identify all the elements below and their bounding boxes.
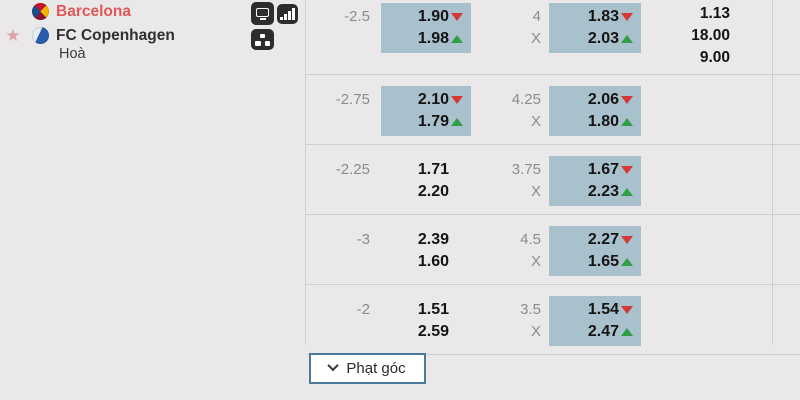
total-value: 4.5: [520, 231, 541, 248]
ou-odds-cell: 1.83 2.03: [549, 3, 641, 53]
handicap-value: -2: [356, 301, 370, 318]
live-tv-button[interactable]: [251, 2, 274, 25]
odds-trend-icon: [619, 251, 633, 273]
odds-price[interactable]: 1.79: [381, 111, 463, 133]
away-team-crest-icon: [32, 27, 49, 44]
home-team-crest-icon: [32, 3, 49, 20]
odds-trend-icon: [449, 111, 463, 133]
corner-market-button[interactable]: Phạt góc: [309, 353, 426, 384]
odds-trend-icon: [449, 229, 463, 251]
stats-button[interactable]: [277, 4, 298, 24]
table-right-divider: [772, 0, 773, 345]
odds-price[interactable]: 2.06: [549, 89, 633, 111]
ou-odds-cell: 2.06 1.80: [549, 86, 641, 136]
home-team-name: Barcelona: [56, 3, 131, 20]
handicap-value: -3: [356, 231, 370, 248]
chevron-down-icon: [327, 359, 340, 371]
odds-price[interactable]: 2.10: [381, 89, 463, 111]
total-value: 3.5: [520, 301, 541, 318]
sitemap-icon: [255, 33, 270, 46]
odds-trend-icon: [449, 251, 463, 273]
odds-price[interactable]: 1.13: [699, 5, 730, 22]
ah-odds-cell: 1.71 2.20: [381, 156, 471, 206]
odds-row: -2 1.51 2.59 3.5 X 1.54 2.47: [306, 285, 800, 355]
total-x-column: 4 X: [491, 3, 541, 50]
ou-odds-cell: 1.54 2.47: [549, 296, 641, 346]
odds-price[interactable]: 2.03: [549, 28, 633, 50]
odds-row: -2.25 1.71 2.20 3.75 X 1.67 2.23: [306, 145, 800, 215]
odds-price[interactable]: 1.67: [549, 159, 633, 181]
odds-row: -2.75 2.10 1.79 4.25 X 2.06 1.80: [306, 75, 800, 145]
odds-trend-icon: [619, 229, 633, 251]
odds-price[interactable]: 2.59: [381, 321, 463, 343]
ah-odds-cell: 2.10 1.79: [381, 86, 471, 136]
draw-x-label: X: [530, 253, 541, 270]
ah-odds-cell: 1.51 2.59: [381, 296, 471, 346]
away-team-name: FC Copenhagen: [56, 27, 175, 44]
odds-table: -2.5 1.90 1.98 4 X 1.83 2.03 1.13 18.00 …: [305, 0, 800, 355]
odds-price[interactable]: 1.83: [549, 6, 633, 28]
odds-price[interactable]: 2.20: [381, 181, 463, 203]
odds-price[interactable]: 18.00: [691, 27, 730, 44]
odds-trend-icon: [449, 159, 463, 181]
odds-trend-icon: [449, 28, 463, 50]
odds-trend-icon: [619, 159, 633, 181]
signal-bars-icon: [280, 8, 295, 20]
monitor-icon: [256, 7, 269, 20]
odds-price[interactable]: 1.60: [381, 251, 463, 273]
odds-trend-icon: [619, 28, 633, 50]
odds-price[interactable]: 1.71: [381, 159, 463, 181]
odds-trend-icon: [449, 89, 463, 111]
corner-button-label: Phạt góc: [346, 360, 406, 377]
total-x-column: 4.25 X: [491, 86, 541, 133]
odds-trend-icon: [449, 6, 463, 28]
match-info-panel: Barcelona ★ FC Copenhagen Hoà: [0, 0, 305, 345]
odds-price[interactable]: 2.47: [549, 321, 633, 343]
draw-x-label: X: [530, 183, 541, 200]
total-x-column: 3.5 X: [491, 296, 541, 343]
odds-price[interactable]: 9.00: [699, 49, 730, 66]
handicap-value: -2.5: [344, 8, 370, 25]
odds-price[interactable]: 2.27: [549, 229, 633, 251]
odds-price[interactable]: 1.90: [381, 6, 463, 28]
draw-x-label: X: [530, 113, 541, 130]
total-value: 4.25: [511, 91, 541, 108]
ou-odds-cell: 2.27 1.65: [549, 226, 641, 276]
odds-price[interactable]: 1.65: [549, 251, 633, 273]
handicap-value: -2.75: [335, 91, 370, 108]
odds-trend-icon: [449, 181, 463, 203]
match-odds-column: 1.13 18.00 9.00: [660, 3, 730, 69]
favorite-star-icon[interactable]: ★: [5, 26, 21, 45]
odds-price[interactable]: 1.51: [381, 299, 463, 321]
total-value: 4: [532, 8, 541, 25]
odds-trend-icon: [619, 111, 633, 133]
odds-row: -2.5 1.90 1.98 4 X 1.83 2.03 1.13 18.00 …: [306, 0, 800, 75]
total-x-column: 3.75 X: [491, 156, 541, 203]
ah-odds-cell: 1.90 1.98: [381, 3, 471, 53]
odds-trend-icon: [619, 299, 633, 321]
draw-label: Hoà: [59, 46, 86, 62]
odds-price[interactable]: 1.54: [549, 299, 633, 321]
odds-price[interactable]: 2.23: [549, 181, 633, 203]
odds-price[interactable]: 1.80: [549, 111, 633, 133]
odds-trend-icon: [449, 299, 463, 321]
draw-x-label: X: [530, 323, 541, 340]
handicap-value: -2.25: [335, 161, 370, 178]
odds-trend-icon: [449, 321, 463, 343]
odds-trend-icon: [619, 89, 633, 111]
draw-x-label: X: [530, 30, 541, 47]
odds-trend-icon: [619, 6, 633, 28]
odds-trend-icon: [619, 321, 633, 343]
ah-odds-cell: 2.39 1.60: [381, 226, 471, 276]
odds-price[interactable]: 1.98: [381, 28, 463, 50]
total-x-column: 4.5 X: [491, 226, 541, 273]
lineup-button[interactable]: [251, 29, 274, 50]
ou-odds-cell: 1.67 2.23: [549, 156, 641, 206]
odds-price[interactable]: 2.39: [381, 229, 463, 251]
total-value: 3.75: [511, 161, 541, 178]
odds-trend-icon: [619, 181, 633, 203]
odds-row: -3 2.39 1.60 4.5 X 2.27 1.65: [306, 215, 800, 285]
